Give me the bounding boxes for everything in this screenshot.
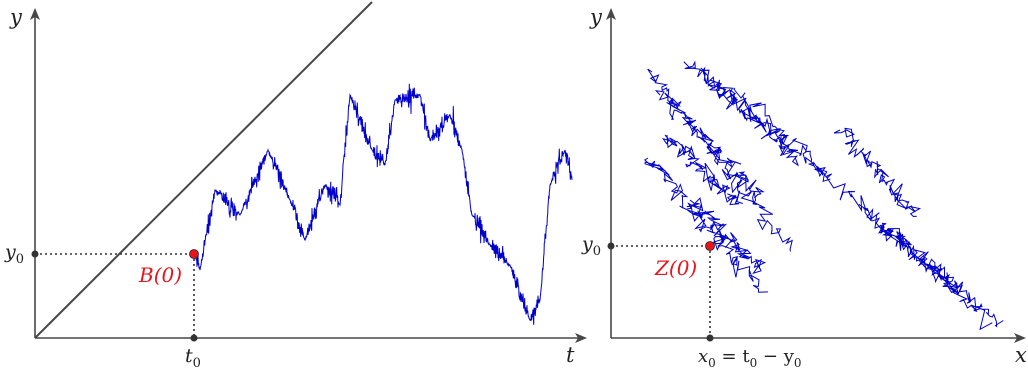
z0-point xyxy=(705,241,715,251)
b0-point xyxy=(189,249,199,259)
left-t0-label: t0 xyxy=(185,345,201,371)
right-x0-dot xyxy=(706,334,714,342)
brownian-path xyxy=(193,83,573,325)
right-x-axis-label: x xyxy=(1015,343,1027,367)
right-y0-label: y0 xyxy=(581,233,601,259)
left-y0-label: y0 xyxy=(4,241,24,267)
x0-label: x0 = t0 − y0 xyxy=(698,346,802,370)
left-x-axis-label: t xyxy=(566,343,575,367)
zigzag-path xyxy=(643,60,1004,331)
right-y0-dot xyxy=(607,242,615,250)
diagonal-line xyxy=(34,1,373,339)
left-y-axis-label: y xyxy=(9,5,23,29)
right-y-axis-label: y xyxy=(589,5,603,29)
z0-label: Z(0) xyxy=(654,256,697,280)
left-t0-dot xyxy=(190,334,198,342)
b0-label: B(0) xyxy=(138,263,182,287)
left-y0-dot xyxy=(31,250,39,258)
right-panel: y x y0 x0 = t0 − y0 Z(0) xyxy=(581,5,1027,370)
left-panel: y t y0 t0 B(0) xyxy=(4,1,587,371)
